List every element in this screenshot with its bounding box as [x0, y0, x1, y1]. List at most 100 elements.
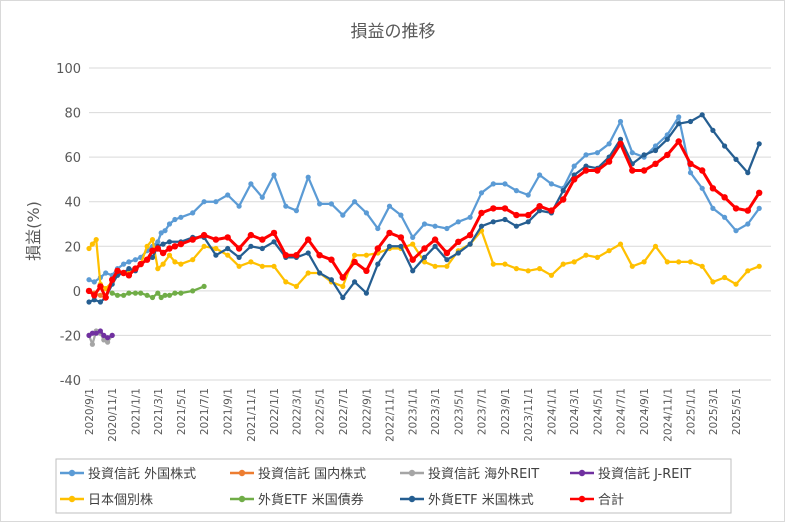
x-tick-label: 2024/9/1 [639, 388, 651, 435]
data-point [166, 292, 173, 298]
data-point [560, 261, 566, 267]
data-point [236, 263, 242, 269]
data-point [676, 114, 682, 120]
data-point [756, 141, 762, 147]
data-point [293, 208, 299, 214]
data-point [172, 216, 178, 223]
data-point [537, 266, 543, 272]
data-point [409, 256, 416, 263]
legend-item: 投資信託 国内株式 [230, 466, 366, 482]
x-tick-label: 2021/1/1 [130, 388, 142, 435]
data-point [536, 203, 543, 210]
data-point [617, 136, 624, 142]
data-point [617, 140, 624, 147]
data-point [398, 243, 404, 249]
data-point [652, 160, 659, 167]
data-point [733, 281, 739, 287]
data-point [513, 188, 520, 194]
data-point [467, 241, 473, 247]
data-point [410, 241, 416, 247]
data-point [687, 118, 694, 125]
data-point [664, 151, 671, 159]
data-point [687, 160, 694, 167]
x-tick-label: 2022/11/1 [385, 388, 397, 442]
legend-swatch-marker [238, 495, 246, 503]
legend-swatch-marker [238, 469, 246, 477]
data-point [340, 283, 346, 289]
data-point [675, 138, 682, 145]
data-point [259, 194, 265, 200]
legend-swatch-marker [408, 469, 416, 477]
data-point [132, 290, 138, 296]
data-point [537, 172, 543, 178]
data-point [160, 241, 166, 247]
legend-swatch-marker [578, 469, 586, 477]
data-point [699, 112, 705, 118]
data-point [617, 118, 624, 125]
x-tick-label: 2021/7/1 [199, 388, 211, 435]
data-point [432, 263, 438, 269]
data-point [166, 239, 173, 245]
data-point [97, 283, 104, 290]
data-point [710, 205, 716, 211]
data-point [317, 201, 323, 207]
data-point [571, 259, 577, 265]
y-tick-label: 0 [73, 285, 81, 300]
data-point [652, 243, 659, 249]
data-point [583, 252, 589, 258]
x-tick-label: 2023/7/1 [476, 388, 488, 435]
data-point [455, 219, 461, 225]
data-point [351, 258, 358, 266]
legend-item: 外貨ETF 米国株式 [400, 492, 534, 508]
data-point [93, 237, 99, 243]
data-point [109, 290, 115, 296]
data-point [583, 163, 589, 169]
data-point [699, 263, 705, 269]
data-point [709, 185, 717, 192]
data-point [97, 292, 103, 298]
y-tick-label: 40 [64, 196, 81, 211]
data-point [721, 194, 728, 201]
data-point [340, 212, 346, 218]
x-tick-label: 2024/5/1 [592, 388, 604, 435]
data-point [101, 337, 107, 343]
data-point [745, 268, 751, 274]
legend-label: 投資信託 J-REIT [598, 466, 691, 482]
legend-label: 投資信託 海外REIT [428, 466, 539, 482]
x-tick-label: 2020/11/1 [107, 388, 119, 442]
data-point [166, 252, 173, 258]
series-line [111, 285, 205, 299]
data-point [455, 238, 462, 245]
data-point [137, 260, 144, 268]
data-point [478, 209, 485, 217]
data-point [687, 259, 694, 265]
data-point [109, 332, 115, 338]
data-point [466, 231, 474, 239]
data-point [352, 279, 358, 285]
data-point [178, 214, 184, 220]
data-point [478, 190, 485, 196]
data-point [89, 341, 95, 347]
data-point [756, 205, 762, 211]
data-point [386, 243, 393, 249]
data-point [105, 339, 111, 345]
data-point [213, 199, 219, 205]
data-point [641, 152, 647, 158]
data-point [732, 205, 740, 212]
data-point [502, 261, 508, 267]
data-point [490, 205, 497, 212]
data-point [594, 150, 601, 156]
data-point [86, 299, 92, 305]
data-point [352, 199, 358, 205]
data-point [162, 228, 168, 234]
data-point [155, 290, 161, 296]
x-tick-label: 2023/5/1 [453, 388, 465, 435]
data-point [444, 225, 450, 232]
data-point [271, 172, 277, 178]
data-point [548, 272, 555, 278]
data-point [513, 223, 520, 229]
data-point [652, 143, 659, 149]
data-point [710, 279, 716, 285]
y-axis-ticks: -40 -20 0 20 40 60 80 100 [56, 62, 81, 389]
